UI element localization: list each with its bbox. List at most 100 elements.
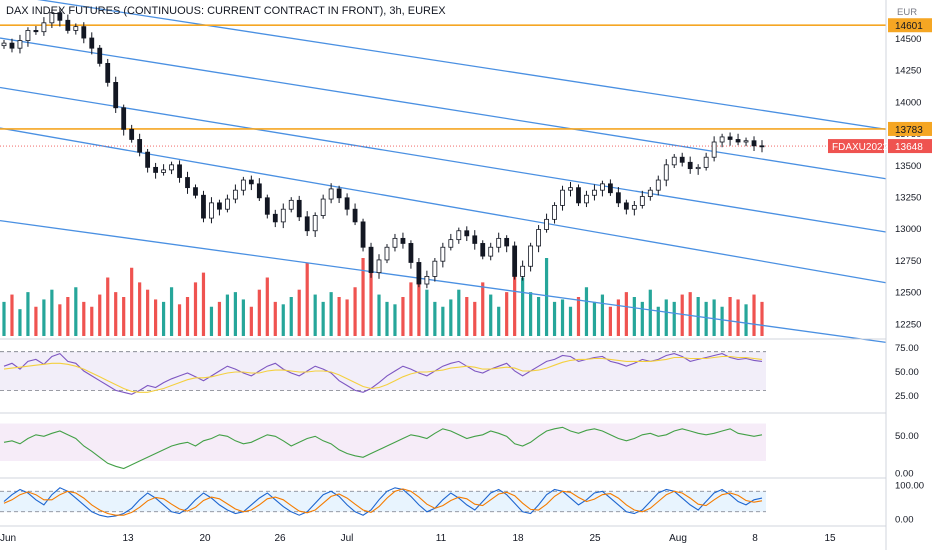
candle-body — [711, 141, 717, 158]
indicator-series-line — [3, 352, 763, 395]
volume-bar — [249, 306, 253, 336]
candle-body — [25, 30, 31, 41]
candle-body — [320, 198, 326, 216]
price-tick-label: 12500 — [895, 288, 921, 299]
candle-body — [232, 189, 238, 200]
volume-bar — [209, 306, 214, 336]
volume-bar — [42, 299, 46, 336]
volume-bar — [2, 301, 6, 336]
candle-body — [248, 179, 254, 185]
volume-bar — [728, 297, 732, 336]
candle-body — [576, 187, 581, 204]
volume-bar — [58, 304, 62, 336]
volume-bar — [377, 294, 381, 336]
candle-body — [408, 243, 414, 263]
candle-body — [288, 199, 294, 210]
volume-bar — [497, 306, 501, 336]
volume-bar — [177, 304, 182, 336]
volume-bar — [513, 262, 517, 336]
volume-bar — [457, 289, 461, 336]
volume-bar — [98, 294, 102, 336]
time-tick-label: 11 — [436, 533, 447, 544]
volume-bar — [521, 277, 525, 336]
candle-body — [663, 164, 669, 181]
volume-bar — [169, 287, 174, 336]
time-tick-label: Jul — [341, 533, 354, 544]
candle-body — [416, 262, 422, 285]
candle-body — [145, 151, 151, 168]
volume-bar — [106, 277, 110, 336]
candle-body — [695, 166, 701, 170]
candle-body — [536, 229, 541, 247]
volume-bar — [241, 299, 245, 336]
candle-body — [671, 156, 677, 166]
candle-body — [185, 177, 190, 189]
indicator-tick-label: 50.00 — [895, 367, 919, 378]
candle-body — [759, 145, 765, 148]
chart-title: DAX INDEX FUTURES (CONTINUOUS: CURRENT C… — [6, 5, 446, 17]
price-tick-label: 12250 — [895, 319, 921, 330]
candle-body — [201, 194, 206, 219]
candle-body — [743, 140, 749, 143]
price-tick-label: 12750 — [895, 256, 921, 267]
candle-body — [639, 196, 645, 206]
volume-bar — [648, 289, 652, 336]
volume-bar — [720, 306, 724, 336]
price-tick-label: 13000 — [895, 224, 921, 235]
indicator-band — [0, 351, 766, 391]
time-tick-label: 13 — [122, 533, 134, 544]
volume-bar — [505, 292, 509, 336]
candle-body — [584, 194, 589, 204]
volume-bar — [584, 287, 589, 336]
volume-bar — [632, 297, 636, 336]
candle-body — [81, 26, 87, 39]
candle-body — [464, 230, 470, 237]
indicator-band — [0, 423, 766, 461]
level-price-tag — [888, 121, 932, 136]
candle-body — [703, 156, 709, 168]
price-tick-label: 14500 — [895, 34, 921, 45]
candle-body — [592, 189, 597, 196]
channel-line — [0, 219, 887, 343]
candle-body — [392, 237, 398, 248]
candle-body — [615, 192, 621, 204]
volume-bar — [138, 282, 142, 336]
volume-bar — [712, 299, 716, 336]
candle-body — [456, 230, 462, 241]
indicator-series-line — [3, 426, 763, 470]
volume-bar — [536, 297, 541, 336]
volume-bar — [680, 294, 684, 336]
candle-body — [647, 189, 653, 197]
candle-body — [225, 198, 230, 210]
candle-body — [217, 202, 222, 210]
channel-line — [37, 0, 887, 130]
candle-body — [719, 136, 725, 143]
candle-body — [631, 205, 637, 210]
candle-body — [89, 37, 95, 49]
volume-bar — [640, 301, 644, 336]
candle-body — [240, 179, 246, 191]
candle-body — [9, 42, 15, 49]
volume-bar — [305, 262, 309, 336]
candle-body — [328, 188, 334, 200]
candle-body — [735, 139, 741, 143]
channel-line — [0, 37, 887, 180]
time-tick-label: Jun — [0, 533, 16, 544]
candle-body — [360, 221, 366, 248]
volume-bar — [321, 301, 325, 336]
volume-bar — [624, 292, 628, 336]
candle-body — [608, 183, 613, 194]
candle-body — [1, 42, 7, 47]
candle-body — [209, 202, 214, 219]
volume-bar — [225, 294, 230, 336]
candle-body — [655, 179, 661, 191]
candle-body — [336, 188, 342, 199]
indicator-tick-label: 50.00 — [895, 431, 919, 442]
time-tick-label: 15 — [824, 533, 836, 544]
volume-bar — [656, 306, 660, 336]
candle-body — [33, 30, 39, 33]
volume-bar — [752, 294, 756, 336]
candle-body — [97, 47, 103, 64]
volume-bar — [217, 301, 222, 336]
